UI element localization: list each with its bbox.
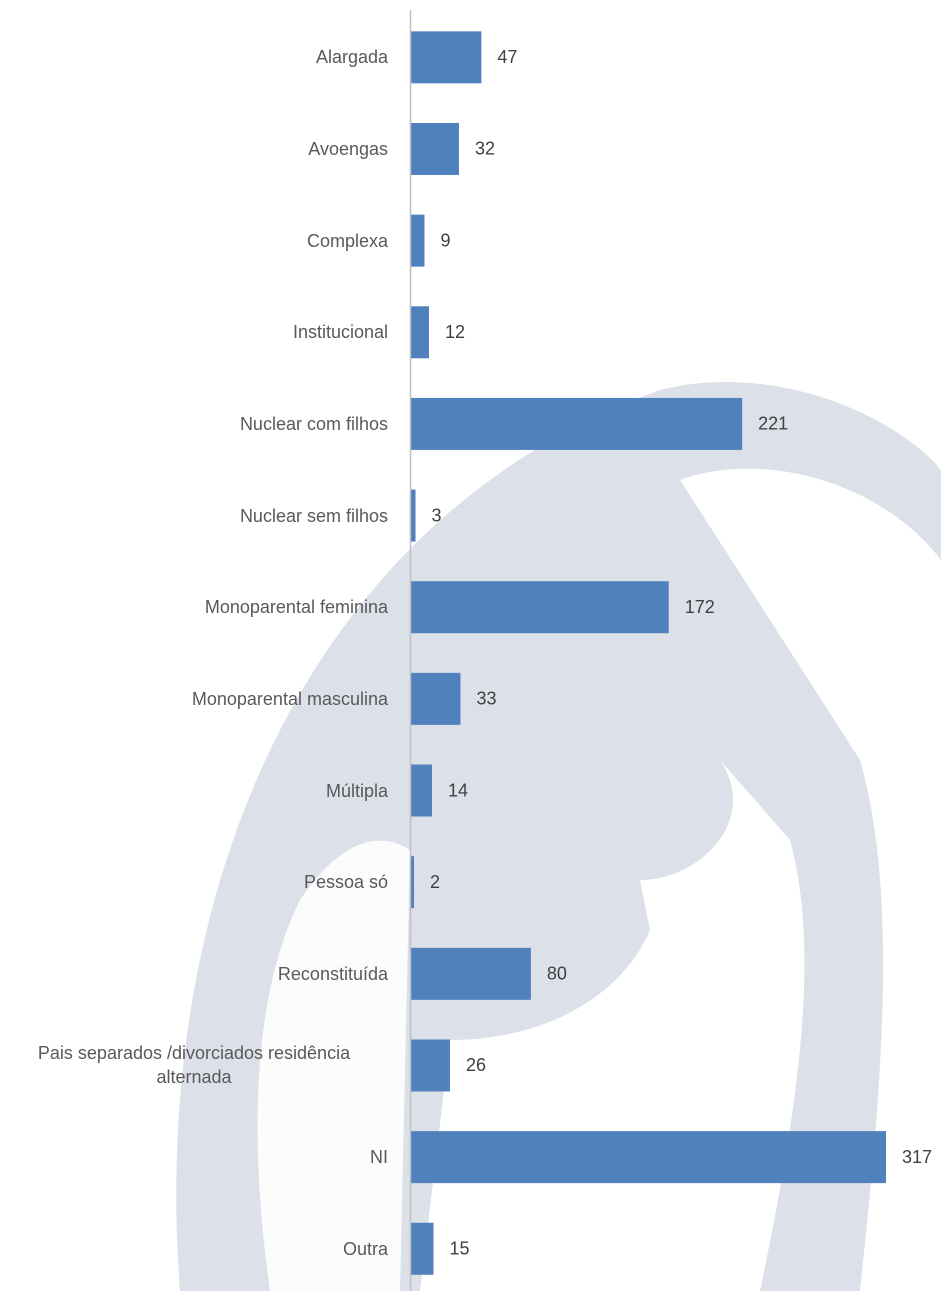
value-label: 15 [449,1239,469,1259]
value-label: 221 [758,414,788,434]
value-label: 2 [430,872,440,892]
value-label: 80 [547,964,567,984]
value-label: 26 [466,1055,486,1075]
chart: Alargada47Avoengas32Complexa9Institucion… [0,0,941,1291]
bar [411,1223,433,1275]
page: {"chart_data": {"type": "barh", "categor… [0,0,941,1291]
category-label: Monoparental feminina [0,561,388,653]
category-label-box: NI [0,1111,388,1203]
category-label-box: Monoparental feminina [0,561,388,653]
value-label: 317 [902,1147,932,1167]
bar [411,948,531,1000]
category-label-box: Complexa [0,195,388,287]
value-label: 9 [440,230,450,250]
value-label: 12 [445,322,465,342]
category-label-box: Nuclear sem filhos [0,470,388,562]
category-label: Pessoa só [0,836,388,928]
value-label: 33 [476,689,496,709]
bar [411,31,481,83]
bar [411,581,669,633]
bar [411,123,459,175]
value-label: 32 [475,139,495,159]
category-label-box: Alargada [0,12,388,104]
value-label: 172 [685,597,715,617]
category-label: NI [0,1111,388,1203]
category-label: Outra [0,1203,388,1291]
bar [411,1131,886,1183]
bar [411,215,424,267]
value-label: 14 [448,780,468,800]
category-label-box: Reconstituída [0,928,388,1020]
category-label-box: Institucional [0,286,388,378]
category-label-box: Nuclear com filhos [0,378,388,470]
category-label: Nuclear sem filhos [0,470,388,562]
bar [411,856,414,908]
category-label: Monoparental masculina [0,653,388,745]
category-label-box: Múltipla [0,745,388,837]
category-label-box: Monoparental masculina [0,653,388,745]
category-label: Reconstituída [0,928,388,1020]
value-label: 3 [431,505,441,525]
category-label: Nuclear com filhos [0,378,388,470]
bar [411,490,415,542]
category-label-box: Pessoa só [0,836,388,928]
bar [411,673,460,725]
category-label: Alargada [0,12,388,104]
value-label: 47 [497,47,517,67]
category-label-box: Avoengas [0,103,388,195]
category-label: Múltipla [0,745,388,837]
bar [411,1039,450,1091]
category-label: Pais separados /divorciados residência a… [0,1020,388,1112]
category-label-box: Outra [0,1203,388,1291]
category-label: Avoengas [0,103,388,195]
bar [411,765,432,817]
category-label: Institucional [0,286,388,378]
category-label-box: Pais separados /divorciados residência a… [0,1020,388,1112]
category-label: Complexa [0,195,388,287]
bar [411,398,742,450]
bar [411,306,429,358]
